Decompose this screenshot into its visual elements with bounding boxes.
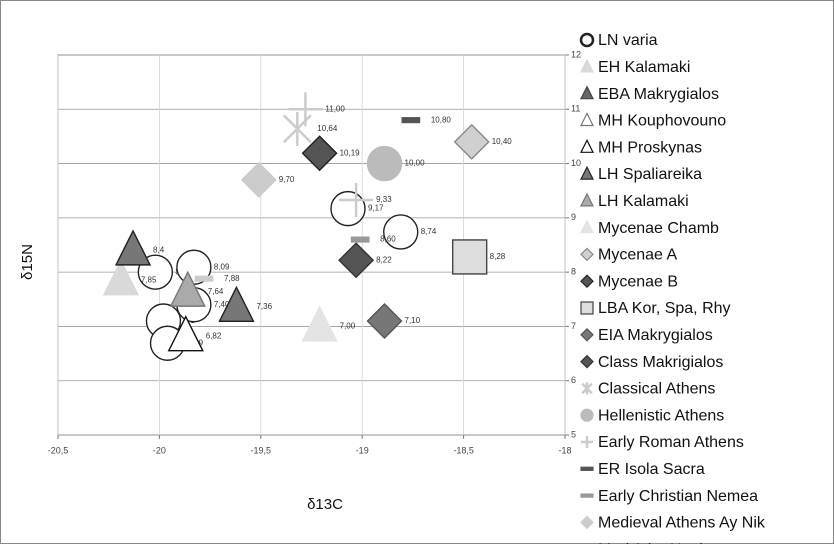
legend-marker bbox=[580, 354, 594, 369]
legend-marker bbox=[579, 32, 595, 48]
legend-label: EBA Makrygialos bbox=[598, 86, 719, 103]
point bbox=[338, 242, 375, 279]
data-label: 10,80 bbox=[431, 115, 452, 124]
legend-label: LN varia bbox=[598, 32, 658, 49]
data-label: 9,17 bbox=[368, 204, 384, 213]
legend-marker bbox=[581, 382, 593, 395]
y-tick-label: 8 bbox=[571, 267, 576, 277]
legend-marker bbox=[580, 408, 594, 422]
legend-marker bbox=[580, 466, 594, 471]
data-label: 9,33 bbox=[376, 195, 392, 204]
legend-marker bbox=[580, 515, 594, 530]
point bbox=[401, 117, 421, 124]
legend-marker bbox=[580, 138, 594, 153]
data-label: 8,22 bbox=[376, 255, 392, 264]
y-tick-label: 9 bbox=[571, 212, 576, 222]
point bbox=[301, 135, 338, 172]
data-label: 7,64 bbox=[208, 287, 224, 296]
data-label: 8,60 bbox=[380, 235, 396, 244]
point bbox=[330, 190, 366, 227]
legend-marker bbox=[580, 219, 594, 234]
legend-marker bbox=[580, 327, 594, 342]
legend-marker bbox=[580, 274, 594, 289]
x-tick-label: -19 bbox=[356, 445, 369, 455]
legend-label: LBA Kor, Spa, Rhy bbox=[598, 300, 731, 317]
point bbox=[350, 236, 370, 243]
point bbox=[301, 305, 338, 342]
data-label: 10,40 bbox=[492, 137, 513, 146]
point bbox=[288, 92, 323, 127]
data-label: 7,40 bbox=[214, 300, 230, 309]
legend-marker bbox=[580, 112, 594, 127]
y-tick-label: 5 bbox=[571, 429, 576, 439]
y-tick-label: 6 bbox=[571, 375, 576, 385]
data-label: 8,28 bbox=[490, 252, 506, 261]
x-axis-title: δ13C bbox=[307, 496, 343, 513]
point bbox=[102, 259, 140, 296]
legend-marker bbox=[580, 58, 594, 73]
data-label: 10,64 bbox=[317, 124, 338, 133]
legend-label: EH Kalamaki bbox=[598, 59, 690, 76]
legend-label: EIA Makrygialos bbox=[598, 327, 713, 344]
y-tick-label: 10 bbox=[571, 158, 581, 168]
y-tick-label: 12 bbox=[571, 49, 581, 59]
legend-marker bbox=[580, 301, 594, 315]
point bbox=[383, 214, 419, 250]
legend-label: Mycenae Chamb bbox=[598, 220, 719, 237]
data-label: 7,10 bbox=[405, 316, 421, 325]
point bbox=[453, 123, 490, 160]
point bbox=[366, 303, 403, 339]
y-axis-title: δ15N bbox=[19, 244, 36, 280]
point bbox=[366, 145, 403, 182]
point bbox=[218, 285, 255, 323]
legend-marker bbox=[580, 247, 594, 262]
point bbox=[451, 239, 488, 275]
data-label: 8,4 bbox=[153, 246, 165, 255]
legend-label: Early Christian Nemea bbox=[598, 488, 758, 505]
legend-label: Classical Athens bbox=[598, 381, 715, 398]
legend-label: Mycenae A bbox=[598, 247, 677, 264]
y-tick-label: 11 bbox=[571, 104, 580, 114]
data-label: 10,19 bbox=[340, 148, 361, 157]
x-tick-label: -20,5 bbox=[48, 445, 69, 455]
x-tick-label: -18,5 bbox=[453, 445, 474, 455]
legend-marker bbox=[580, 85, 594, 100]
point bbox=[194, 275, 214, 282]
legend-marker bbox=[580, 165, 594, 180]
legend-label: LH Kalamaki bbox=[598, 193, 689, 210]
data-label: 7,00 bbox=[340, 322, 356, 331]
data-label: 11,00 bbox=[325, 104, 345, 113]
point bbox=[240, 161, 277, 198]
data-label: 7,88 bbox=[224, 274, 240, 283]
x-tick-label: -19,5 bbox=[251, 445, 272, 455]
data-label: 7,85 bbox=[141, 275, 157, 284]
legend-label: MH Kouphovouno bbox=[598, 113, 726, 130]
data-label: 7,36 bbox=[256, 302, 272, 311]
legend-label: Medieval Athens Ay Nik bbox=[598, 515, 766, 532]
legend-label: ER Isola Sacra bbox=[598, 461, 705, 478]
point bbox=[114, 229, 152, 266]
y-tick-label: 7 bbox=[571, 321, 576, 331]
data-label: 9,70 bbox=[279, 175, 295, 184]
legend-label: Med Athn Heph bbox=[598, 541, 708, 544]
legend-marker bbox=[581, 436, 593, 448]
data-label: 8,74 bbox=[421, 227, 437, 236]
legend-label: Class Makrigialos bbox=[598, 354, 723, 371]
point bbox=[169, 270, 206, 307]
legend-marker bbox=[580, 192, 594, 207]
legend-label: MH Proskynas bbox=[598, 139, 702, 156]
data-label: 10,00 bbox=[405, 159, 426, 168]
x-tick-label: -18 bbox=[558, 445, 571, 455]
x-tick-label: -20 bbox=[153, 445, 166, 455]
legend-marker bbox=[580, 493, 594, 498]
legend-label: Mycenae B bbox=[598, 273, 678, 290]
point bbox=[339, 182, 374, 217]
legend-label: Hellenistic Athens bbox=[598, 407, 724, 424]
legend-label: LH Spaliareika bbox=[598, 166, 702, 183]
point bbox=[167, 315, 204, 352]
data-label: 6,82 bbox=[206, 331, 222, 340]
data-label: 8,09 bbox=[214, 262, 230, 271]
legend-label: Early Roman Athens bbox=[598, 434, 744, 451]
